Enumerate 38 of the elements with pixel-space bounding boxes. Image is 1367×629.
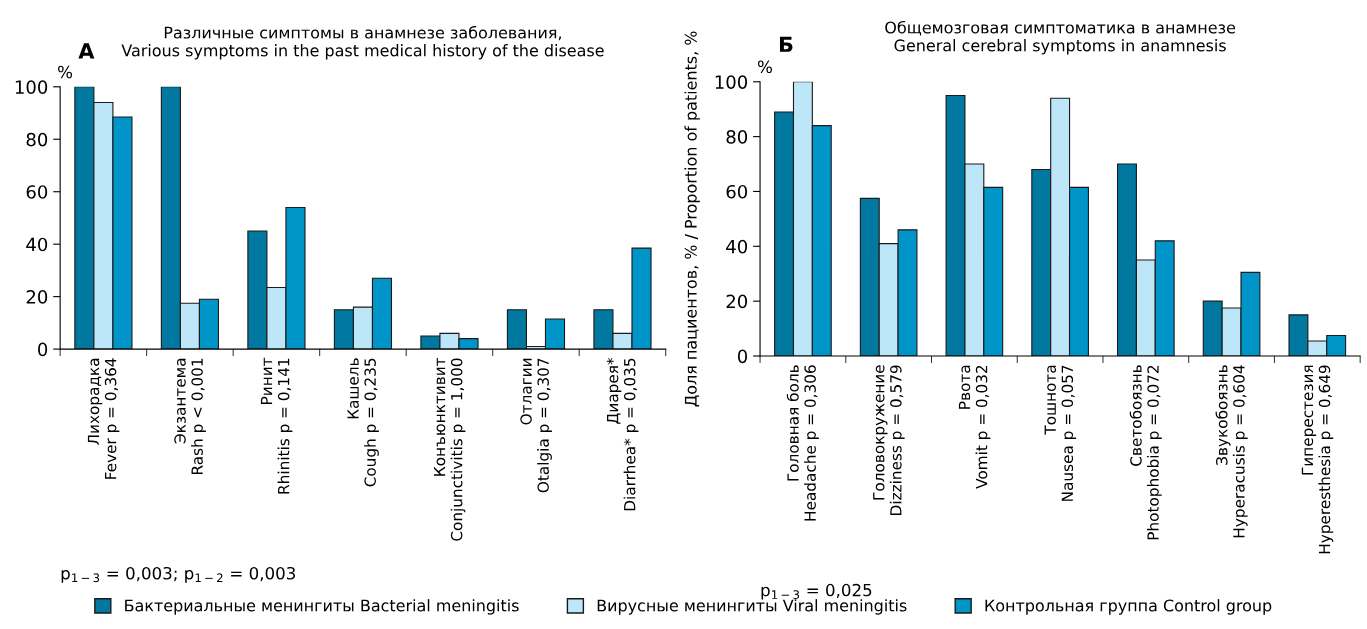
- x-tick-label: Рвота Vomit p = 0,032: [958, 365, 991, 489]
- x-tick-label: Конъюнктивит Conjunctivitis p = 1,000: [433, 357, 466, 541]
- legend-label: Бактериальные менингиты Bacterial meningitis: [125, 599, 519, 615]
- y-tick-label: 80: [726, 130, 748, 144]
- y-tick-label: 0: [737, 349, 748, 364]
- x-tick-label: Гиперестезия Hyperesthesia p = 0,649: [1301, 365, 1334, 554]
- chart-title: Общемозговая симптоматика в анамнезе General cerebral symptoms in anamnesis: [885, 20, 1236, 55]
- x-tick-label: Головная боль Headache p = 0,306: [786, 365, 819, 521]
- x-tick-label: Экзантема Rash p < 0,001: [174, 358, 206, 475]
- x-tick-label: Головокружение Dizziness p = 0,579: [873, 365, 905, 515]
- text: p$_{1−3}$ = 0,003; p$_{1−2}$ = 0,003: [61, 566, 295, 583]
- x-tick-label: Кашель Cough p = 0,235: [347, 358, 379, 487]
- x-tick-label: Тошнота Nausea p = 0,057: [1044, 365, 1077, 501]
- chart-title: Различные симптомы в анамнезе заболевания, Various symptoms in the past medical history of the disease: [121, 25, 604, 60]
- x-tick-label: Светобоязнь Photophobia p = 0,072: [1129, 365, 1162, 540]
- legend-label: Вирусные менингиты Viral meningitis: [597, 599, 907, 615]
- text: %: [58, 65, 73, 79]
- y-tick-label: 80: [26, 132, 48, 147]
- x-tick-label: Лихорадка Fever p = 0,364: [87, 358, 120, 479]
- text: Б: [779, 36, 793, 52]
- x-tick-label: Диарея* Diarrhea* p = 0,035: [606, 357, 639, 511]
- y-tick-label: 60: [26, 185, 48, 199]
- y-axis-title: Доля пациентов, % / Proportion of patients, %: [684, 31, 700, 407]
- legend-label: Контрольная группа Control group: [985, 599, 1272, 615]
- y-tick-label: 20: [26, 290, 48, 304]
- y-tick-label: 40: [26, 237, 48, 252]
- y-tick-label: 100: [715, 75, 748, 89]
- text: p$_{1−3}$ = 0,025: [761, 583, 872, 600]
- y-tick-label: 60: [726, 184, 748, 199]
- y-tick-label: 20: [726, 294, 748, 309]
- x-tick-label: Звукобоязнь Hyperacusis p = 0,604: [1215, 365, 1248, 538]
- y-tick-label: 40: [726, 239, 748, 254]
- y-tick-label: 100: [15, 80, 48, 94]
- x-tick-label: Отлагии Otalgia p = 0,307: [520, 358, 552, 493]
- y-tick-label: 0: [38, 342, 48, 357]
- x-tick-label: Ринит Rhinitis p = 0,141: [260, 357, 293, 494]
- text: А: [78, 43, 95, 59]
- text: %: [757, 60, 772, 74]
